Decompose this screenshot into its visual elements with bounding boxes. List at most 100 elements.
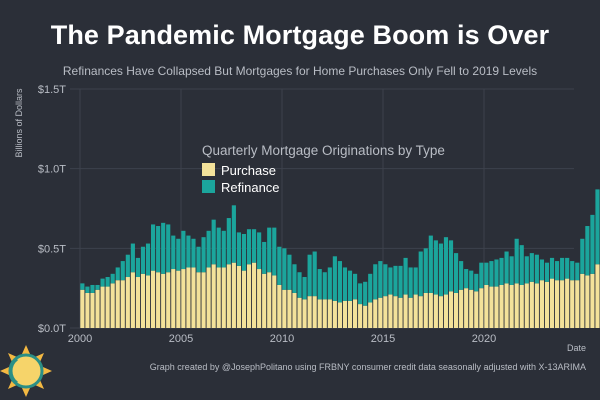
bar-purchase	[80, 289, 85, 328]
legend-swatch-purchase	[202, 163, 215, 176]
x-axis-label: Date	[566, 343, 586, 353]
bar-refinance	[459, 261, 464, 290]
bar-refinance	[484, 262, 489, 285]
bar-refinance	[418, 251, 423, 297]
bar-purchase	[145, 275, 151, 328]
bar-refinance	[358, 283, 363, 305]
bar-purchase	[504, 283, 509, 328]
bar-purchase	[494, 286, 499, 328]
bar-refinance	[191, 238, 196, 268]
bar-refinance	[252, 229, 257, 263]
bar-purchase	[312, 296, 317, 328]
legend-label-refinance: Refinance	[221, 180, 280, 195]
bar-purchase	[565, 278, 570, 328]
bar-refinance	[398, 265, 403, 298]
bar-refinance	[156, 226, 161, 273]
bar-refinance	[231, 205, 236, 263]
bar-refinance	[565, 257, 570, 279]
bar-refinance	[383, 264, 388, 297]
bar-purchase	[489, 286, 494, 328]
bar-refinance	[509, 256, 514, 285]
bar-purchase	[327, 299, 332, 328]
bar-purchase	[115, 280, 120, 328]
bar-purchase	[262, 273, 267, 328]
bar-purchase	[267, 272, 272, 328]
bar-purchase	[368, 302, 373, 328]
x-tick-label: 2005	[169, 333, 193, 345]
bar-purchase	[524, 283, 529, 328]
bar-purchase	[211, 264, 216, 328]
bar-refinance	[342, 267, 348, 301]
y-tick-label: $0.5T	[38, 243, 66, 255]
bar-refinance	[347, 270, 353, 301]
bar-refinance	[216, 227, 221, 268]
bar-purchase	[560, 280, 565, 328]
bar-purchase	[413, 294, 418, 328]
bar-purchase	[398, 297, 403, 328]
bar-purchase	[125, 277, 130, 328]
bar-refinance	[130, 243, 135, 273]
x-tick-label: 2010	[270, 333, 294, 345]
bar-purchase	[171, 269, 176, 328]
bar-refinance	[312, 251, 317, 297]
bar-refinance	[585, 226, 590, 276]
bar-purchase	[332, 300, 337, 328]
bar-purchase	[509, 284, 514, 328]
bar-refinance	[494, 259, 499, 287]
bar-refinance	[140, 246, 146, 274]
bar-refinance	[115, 267, 120, 281]
legend-swatch-refinance	[202, 180, 215, 193]
bar-refinance	[145, 243, 151, 276]
bar-refinance	[95, 284, 100, 290]
bar-refinance	[514, 238, 519, 284]
bar-purchase	[529, 281, 534, 328]
bar-purchase	[353, 299, 358, 328]
bar-purchase	[418, 296, 423, 328]
bar-refinance	[292, 264, 297, 293]
bar-purchase	[539, 280, 544, 328]
bar-purchase	[216, 267, 221, 328]
bar-refinance	[544, 262, 550, 282]
bar-purchase	[570, 280, 575, 328]
bar-purchase	[140, 273, 146, 328]
bar-purchase	[272, 275, 277, 328]
bars	[80, 189, 600, 328]
bar-purchase	[196, 272, 201, 328]
bar-purchase	[181, 269, 186, 328]
bar-refinance	[393, 265, 398, 297]
bar-purchase	[590, 273, 595, 328]
bar-refinance	[161, 222, 166, 274]
bar-purchase	[322, 299, 327, 328]
bar-purchase	[105, 286, 110, 328]
bar-refinance	[474, 273, 479, 292]
bar-refinance	[211, 219, 216, 265]
bar-purchase	[95, 289, 100, 328]
bar-purchase	[282, 289, 287, 328]
bar-purchase	[454, 292, 459, 328]
bar-refinance	[580, 238, 585, 274]
bar-purchase	[544, 281, 550, 328]
bar-refinance	[549, 257, 555, 279]
bar-refinance	[337, 261, 342, 303]
bar-refinance	[479, 262, 484, 289]
bar-purchase	[236, 265, 241, 328]
bar-purchase	[226, 264, 231, 328]
bar-refinance	[368, 273, 373, 303]
bar-purchase	[156, 272, 161, 328]
chart-subtitle: Refinances Have Collapsed But Mortgages …	[62, 64, 538, 78]
bar-refinance	[151, 224, 156, 271]
bar-refinance	[428, 235, 433, 293]
bar-purchase	[176, 270, 181, 328]
bar-refinance	[201, 237, 206, 273]
bar-purchase	[201, 272, 206, 328]
bar-purchase	[246, 264, 252, 328]
bar-refinance	[221, 230, 226, 268]
bar-refinance	[181, 230, 186, 270]
legend-label-purchase: Purchase	[221, 163, 276, 178]
bar-refinance	[241, 233, 247, 271]
bar-refinance	[110, 273, 115, 284]
bar-purchase	[555, 280, 560, 328]
bar-purchase	[307, 296, 312, 328]
bar-purchase	[443, 294, 449, 328]
